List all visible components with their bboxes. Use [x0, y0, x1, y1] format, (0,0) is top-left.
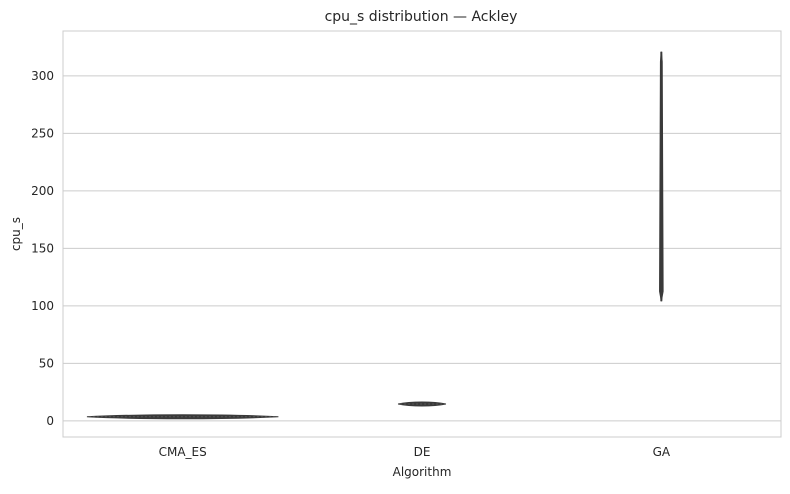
- plot-area-frame: [62, 30, 782, 438]
- y-tick-label: 150: [31, 241, 54, 255]
- x-tick-label: CMA_ES: [159, 445, 207, 459]
- x-axis-label: Algorithm: [393, 465, 452, 479]
- x-tick-label: DE: [414, 445, 431, 459]
- y-tick-label: 100: [31, 299, 54, 313]
- y-tick-label: 300: [31, 69, 54, 83]
- x-tick-label: GA: [653, 445, 671, 459]
- y-axis-label: cpu_s: [9, 217, 23, 251]
- y-tick-label: 0: [46, 414, 54, 428]
- chart-title: cpu_s distribution — Ackley: [325, 9, 518, 25]
- y-tick-label: 50: [39, 356, 54, 370]
- y-tick-label: 200: [31, 184, 54, 198]
- y-tick-label: 250: [31, 126, 54, 140]
